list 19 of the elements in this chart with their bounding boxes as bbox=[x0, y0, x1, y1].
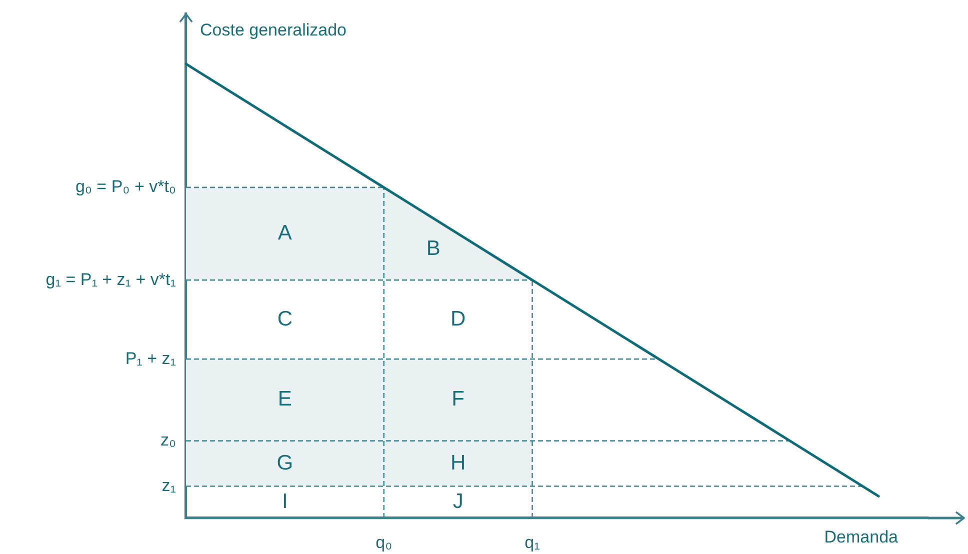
annotation: D bbox=[450, 307, 466, 330]
ref-line-label: g₀ = P₀ + v*t₀ bbox=[75, 177, 176, 196]
ref-line-label: z₀ bbox=[160, 430, 176, 450]
ref-line-label: P₁ + z₁ bbox=[125, 348, 176, 368]
annotation: B bbox=[426, 237, 440, 260]
y-axis-title: Coste generalizado bbox=[200, 20, 346, 40]
annotation: A bbox=[278, 222, 292, 245]
ref-line-label: z₁ bbox=[162, 476, 176, 495]
annotation: F bbox=[452, 388, 464, 411]
x-tick-label: q₁ bbox=[524, 532, 540, 552]
annotation: E bbox=[278, 388, 292, 411]
annotation: G bbox=[276, 451, 294, 474]
annotation: J bbox=[452, 490, 464, 513]
x-axis-title: Demanda bbox=[824, 528, 899, 547]
x-tick-label: q₀ bbox=[376, 532, 392, 552]
ref-line-label: g₁ = P₁ + z₁ + v*t₁ bbox=[46, 270, 176, 289]
annotation: I bbox=[282, 490, 288, 513]
annotation: H bbox=[450, 451, 466, 474]
annotation: C bbox=[277, 307, 293, 330]
